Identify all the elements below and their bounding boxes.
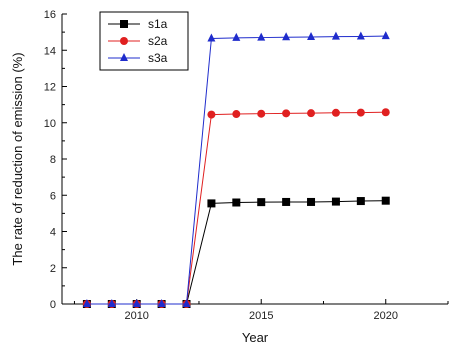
data-point (257, 198, 266, 207)
x-tick-label: 2015 (249, 310, 273, 322)
y-tick-label: 2 (50, 263, 56, 275)
y-tick-label: 0 (50, 299, 56, 311)
x-axis-title: Year (242, 330, 269, 345)
y-tick-label: 10 (44, 118, 56, 130)
data-point (331, 31, 340, 40)
data-point (356, 197, 365, 206)
data-point (257, 32, 266, 41)
y-tick-label: 14 (44, 45, 56, 57)
series-s2a (82, 108, 390, 308)
data-point (207, 33, 216, 42)
data-point (282, 32, 291, 41)
data-point (157, 299, 166, 307)
legend-label: s1a (148, 17, 168, 31)
legend-label: s3a (148, 51, 168, 65)
series-line (86, 35, 386, 305)
legend-item-s3a: s3a (108, 51, 168, 65)
data-point (120, 37, 128, 45)
legend-item-s1a: s1a (108, 17, 168, 31)
data-point (307, 32, 316, 41)
series-group (82, 31, 390, 308)
legend-item-s2a: s2a (108, 34, 168, 48)
y-tick-label: 8 (50, 154, 56, 166)
series-s1a (82, 196, 390, 308)
data-point (307, 197, 316, 206)
data-point (82, 299, 91, 307)
data-point (207, 199, 216, 208)
data-point (232, 32, 241, 41)
data-point (331, 197, 340, 206)
y-axis-title: The rate of reduction of emission (%) (10, 52, 25, 265)
data-point (132, 299, 141, 307)
data-point (282, 109, 291, 118)
x-tick-label: 2020 (373, 310, 397, 322)
data-point (207, 110, 216, 119)
legend-label: s2a (148, 34, 168, 48)
series-line (86, 111, 386, 305)
y-tick-label: 4 (50, 227, 56, 239)
data-point (182, 299, 191, 307)
data-point (232, 110, 241, 119)
legend: s1a s2a s3a (99, 11, 189, 71)
data-point (331, 108, 340, 117)
data-point (356, 108, 365, 117)
y-tick-label: 12 (44, 82, 56, 94)
data-point (356, 31, 365, 40)
data-point (381, 196, 390, 205)
data-point (107, 299, 116, 307)
data-point (381, 31, 390, 40)
data-point (120, 20, 128, 28)
x-tick-label: 2010 (124, 310, 148, 322)
data-point (257, 109, 266, 118)
data-point (307, 109, 316, 118)
series-line (86, 200, 386, 305)
series-s3a (82, 31, 390, 307)
data-point (120, 53, 128, 61)
data-point (232, 198, 241, 207)
data-point (381, 108, 390, 117)
y-tick-label: 6 (50, 190, 56, 202)
data-point (282, 197, 291, 206)
y-tick-label: 16 (44, 9, 56, 21)
